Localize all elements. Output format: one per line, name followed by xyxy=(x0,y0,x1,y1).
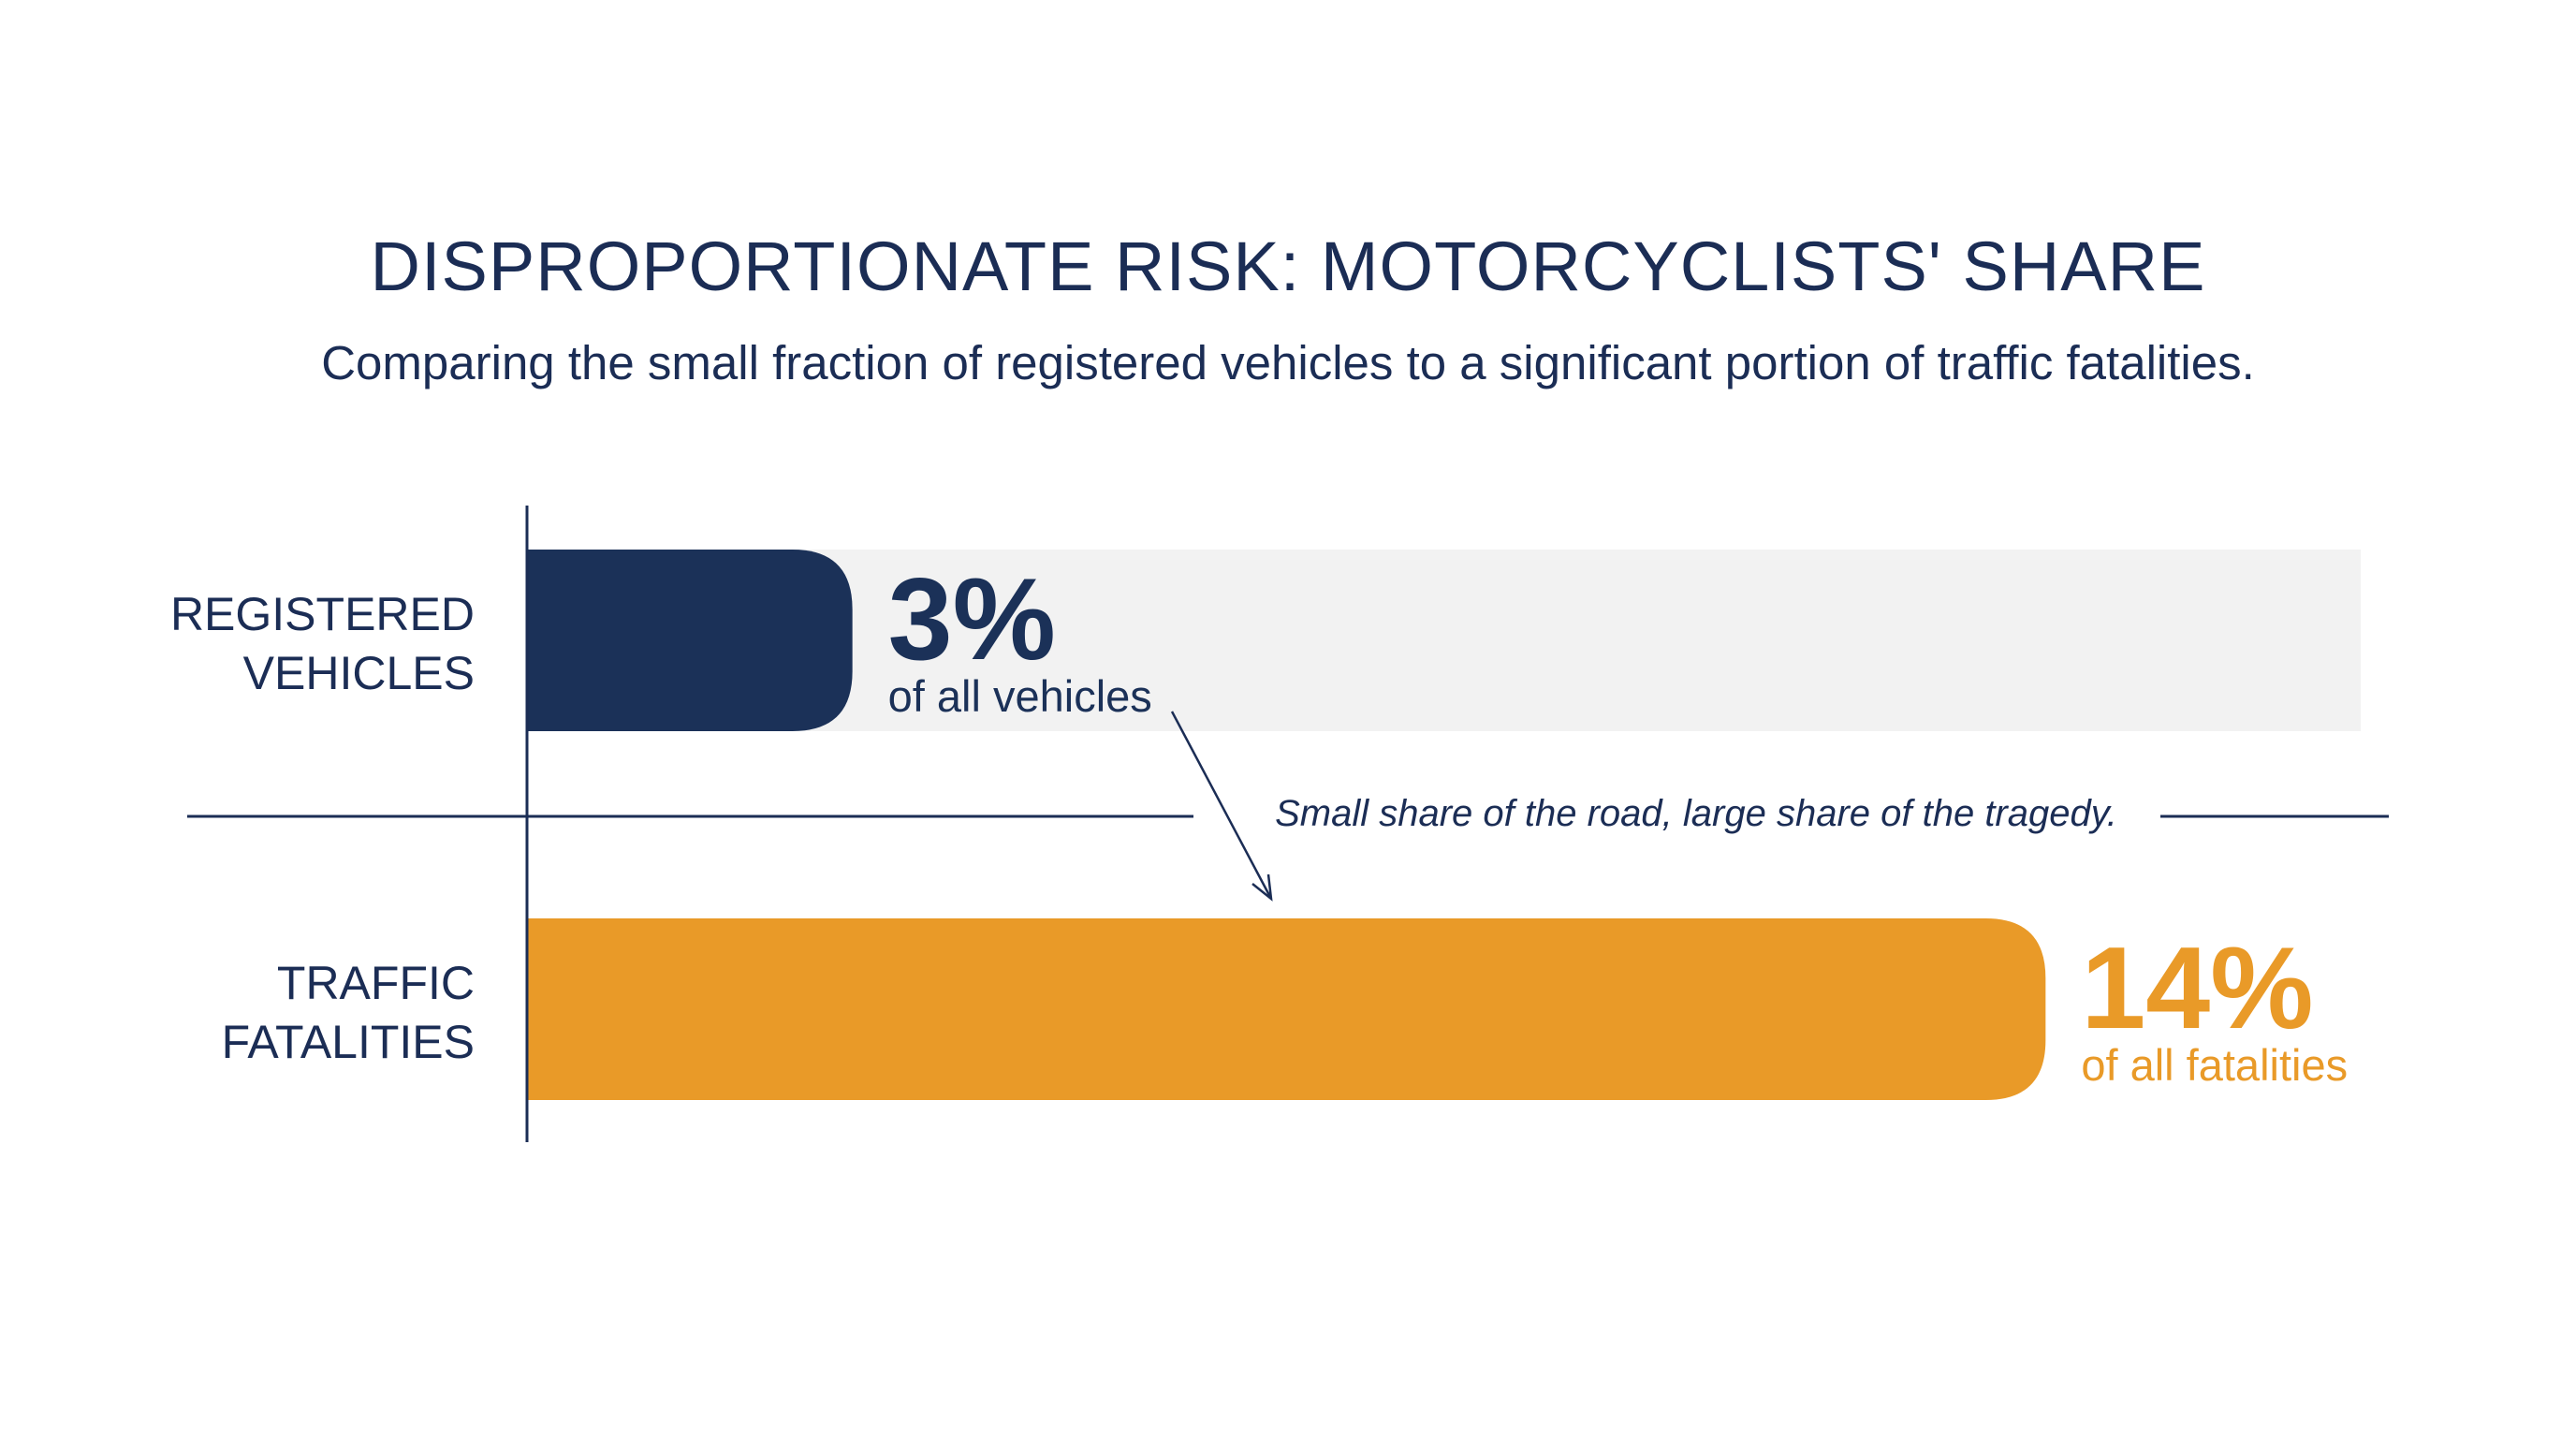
chart-subtitle: Comparing the small fraction of register… xyxy=(321,336,2255,389)
value-label-registered-vehicles: 3% xyxy=(888,555,1056,684)
value-label-traffic-fatalities: 14% xyxy=(2081,924,2313,1053)
bar-registered-vehicles xyxy=(527,550,853,731)
value-caption-traffic-fatalities: of all fatalities xyxy=(2081,1040,2348,1090)
category-label-registered-vehicles-line-2: VEHICLES xyxy=(243,647,475,699)
category-label-traffic-fatalities-line-1: TRAFFIC xyxy=(277,957,475,1009)
category-label-traffic-fatalities-line-2: FATALITIES xyxy=(222,1016,475,1068)
bars-layer: REGISTERED VEHICLES 3%of all vehicles TRAFF… xyxy=(170,550,2361,1100)
annotation-arrow xyxy=(1170,711,1273,902)
bar-group-registered-vehicles: REGISTERED VEHICLES 3%of all vehicles xyxy=(170,550,2361,731)
value-caption-registered-vehicles: of all vehicles xyxy=(888,671,1152,721)
bar-traffic-fatalities xyxy=(527,918,2046,1100)
chart-title: DISPROPORTIONATE RISK: MOTORCYCLISTS' SH… xyxy=(371,227,2206,305)
bar-group-traffic-fatalities: TRAFFIC FATALITIES 14%of all fatalities xyxy=(222,918,2348,1100)
annotation-text: Small share of the road, large share of … xyxy=(1275,793,2117,834)
category-label-registered-vehicles-line-1: REGISTERED xyxy=(170,588,475,640)
